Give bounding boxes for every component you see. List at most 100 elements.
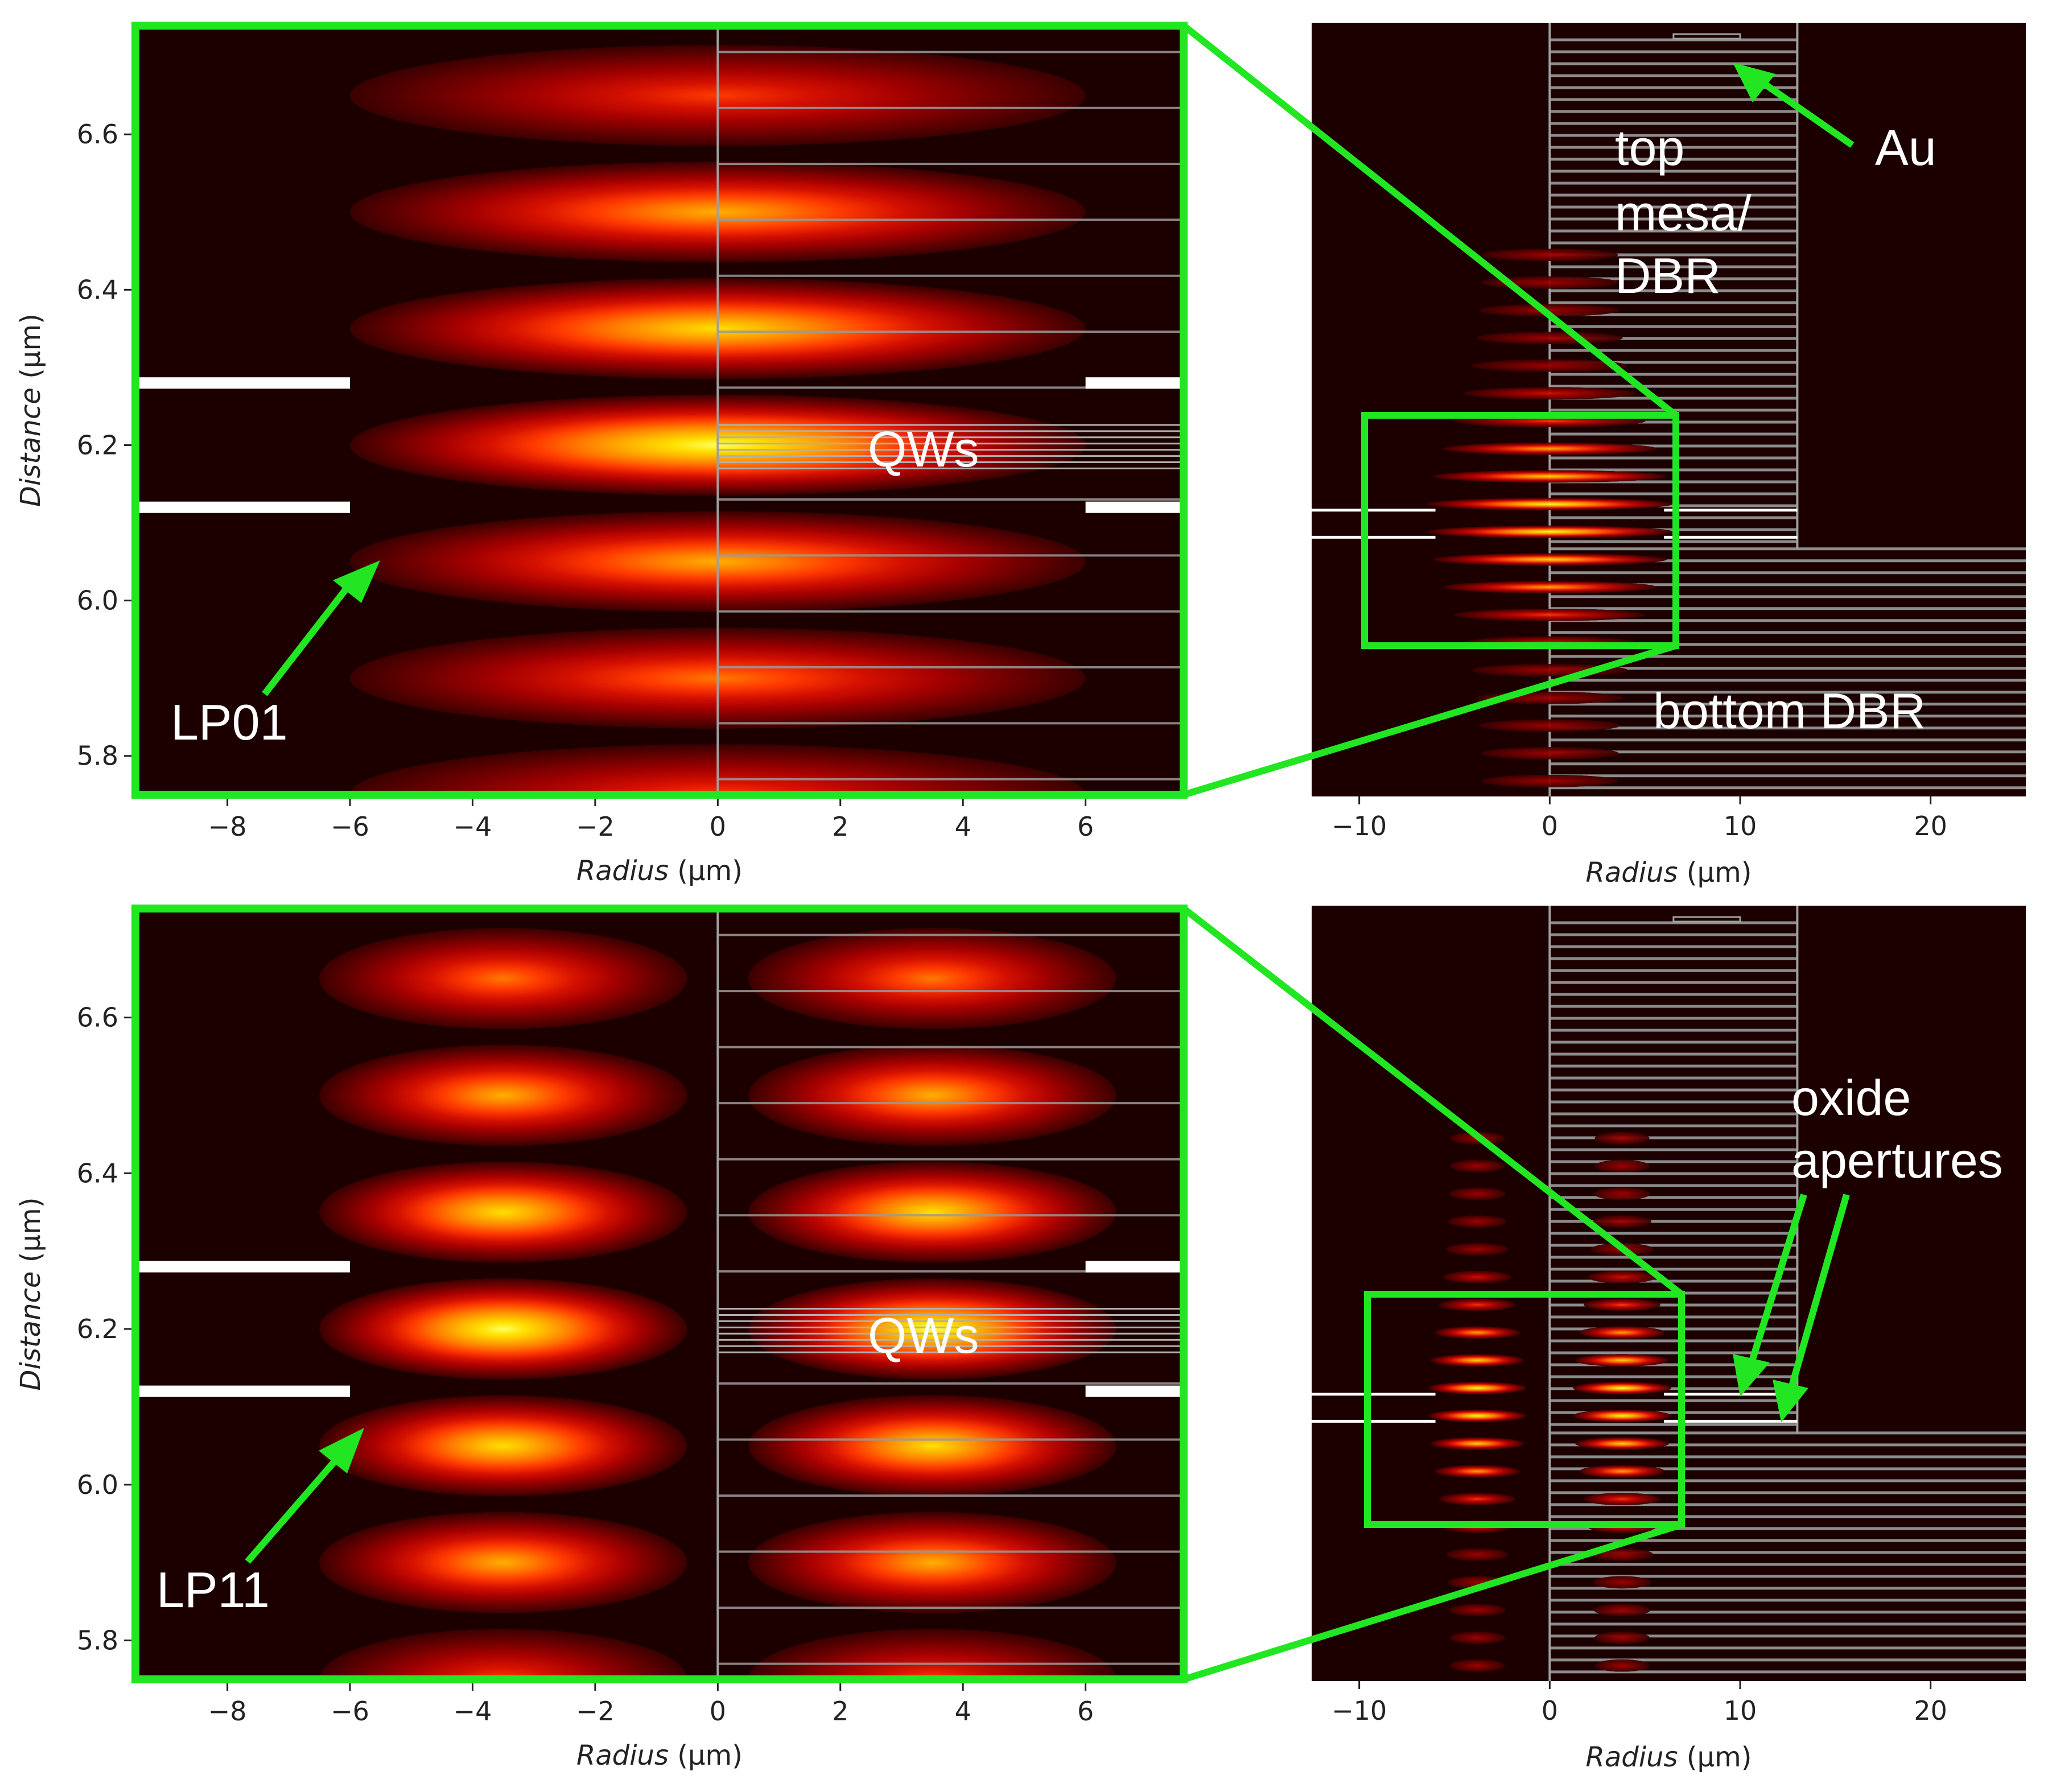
mode-lobe (1432, 470, 1667, 483)
mode-lobe (748, 1044, 1116, 1146)
mode-lobe (1594, 1604, 1650, 1617)
mode-lobe (748, 1161, 1116, 1263)
x-axis-label-name: Radius (1585, 1741, 1678, 1773)
mode-lobe (1481, 774, 1618, 787)
x-axis-label: Radius (μm) (1585, 1741, 1752, 1773)
mode-lobe (1573, 1381, 1671, 1394)
mode-lobe (1588, 1270, 1656, 1283)
y-axis-label-name: Distance (15, 387, 47, 507)
mode-lobe (748, 1512, 1116, 1613)
y-axis-label-name: Distance (15, 1271, 47, 1391)
mode-field (135, 26, 1184, 795)
mode-lobe (1593, 1576, 1651, 1589)
mesa-label-line2: mesa/ (1615, 185, 1752, 241)
x-tick-label: −10 (1332, 1695, 1387, 1726)
x-axis-label-unit: (μm) (669, 1740, 743, 1772)
x-tick-label: 10 (1724, 1695, 1757, 1726)
x-tick-label: 2 (832, 811, 848, 842)
mode-lobe (1446, 1243, 1509, 1256)
mesa-label-line3: DBR (1615, 247, 1721, 304)
qw-band (718, 424, 1184, 469)
mode-lobe (319, 1044, 687, 1146)
y-tick-label: 5.8 (77, 1625, 118, 1656)
x-tick-label: −2 (576, 811, 615, 842)
x-tick-label: 0 (1542, 1695, 1558, 1726)
mode-lobe (1454, 608, 1646, 621)
x-axis-label: Radius (μm) (1585, 857, 1752, 889)
mode-lobe (1432, 553, 1667, 566)
oxide-apertures (1312, 1393, 1798, 1423)
x-tick-label: 0 (710, 811, 726, 842)
mode-lobe (1428, 1381, 1527, 1394)
x-tick-label: −6 (331, 811, 369, 842)
mode-lobe (1594, 1132, 1650, 1145)
mode-lobe (1434, 1465, 1520, 1478)
mode-lobe (1446, 1548, 1509, 1561)
mode-lobe (1430, 1354, 1524, 1367)
mode-lobe (1443, 442, 1657, 455)
x-axis-label-unit: (μm) (1678, 857, 1752, 889)
arrow-lp01 (262, 560, 380, 696)
mode-lobe (1449, 1159, 1505, 1172)
mode-lobe (1594, 1659, 1650, 1672)
x-axis-label: Radius (μm) (576, 855, 743, 887)
mesa-label-line1: top (1615, 119, 1684, 176)
y-tick-label: 6.6 (77, 119, 118, 150)
zoom-connector-top-lower (1182, 642, 1677, 798)
y-tick-label: 6.2 (77, 430, 118, 460)
y-tick-label: 5.8 (77, 741, 118, 771)
device-structure (1312, 906, 2026, 1681)
mode-lobe (1443, 1270, 1512, 1283)
zoom-frame (131, 905, 1188, 1683)
mode-lobe (748, 1278, 1116, 1380)
qw-label-top: QWs (868, 421, 979, 477)
y-axis-label-unit: (μm) (15, 1198, 47, 1271)
mode-lobe (1427, 498, 1673, 511)
mode-lobe (319, 928, 687, 1030)
panel-lp01-full: −10 0 10 20 Radius (μm) (1312, 23, 2026, 889)
oxide-aperture-left (135, 1385, 351, 1397)
mode-lobe (319, 1278, 687, 1380)
bottom-dbr-label: bottom DBR (1653, 683, 1926, 739)
mode-lobe (1575, 1354, 1669, 1367)
oxide-aperture-left (135, 377, 351, 389)
device-structure (1312, 23, 2026, 796)
x-axis-label-unit: (μm) (669, 855, 743, 887)
zoom-frame (131, 22, 1188, 799)
x-tick-label: −4 (454, 811, 492, 842)
mode-lobe (1448, 1215, 1507, 1228)
oxide-aperture-left (135, 501, 351, 513)
x-tick-label: −2 (576, 1696, 615, 1727)
x-tick-label: −4 (454, 1696, 492, 1727)
x-axis-label-name: Radius (576, 855, 669, 887)
mode-lobe (1479, 719, 1620, 732)
mode-lobe (319, 1512, 687, 1613)
mode-lobe (1594, 1187, 1650, 1200)
au-label: Au (1875, 119, 1936, 176)
x-tick-label: 4 (955, 1696, 971, 1727)
x-tick-label: −10 (1332, 811, 1387, 841)
x-axis-label-unit: (μm) (1678, 1741, 1752, 1773)
oxide-apertures (135, 1261, 1184, 1397)
mode-lobe (1479, 304, 1620, 317)
oxide-aperture-right (1085, 1385, 1184, 1397)
mode-lobe (1579, 1465, 1665, 1478)
mode-lobe (1593, 1215, 1651, 1228)
au-contact (1672, 916, 1741, 923)
mode-lobe (748, 928, 1116, 1030)
oxide-label-line1: oxide (1791, 1070, 1911, 1126)
x-tick-label: 10 (1724, 811, 1757, 841)
dbr-layers (718, 934, 1184, 1665)
y-tick-label: 6.4 (77, 1158, 118, 1188)
mode-label-lp11: LP11 (156, 1562, 270, 1618)
oxide-apertures (135, 377, 1184, 513)
zoom-connector-top-upper (1181, 23, 1678, 418)
arrow-au (1733, 63, 1855, 148)
mode-label-lp01: LP01 (171, 694, 288, 750)
oxide-label-line2: apertures (1791, 1132, 2003, 1188)
mode-lobe (319, 1629, 687, 1679)
oxide-apertures (1312, 509, 1798, 539)
zoom-connector-bottom-upper (1181, 906, 1684, 1297)
